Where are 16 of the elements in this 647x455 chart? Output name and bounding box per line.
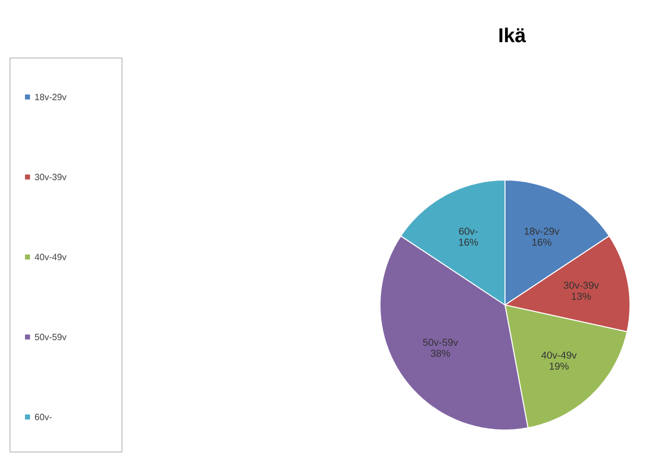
legend-label: 40v-49v — [34, 254, 67, 260]
slice-label: 18v-29v — [524, 228, 560, 235]
slice-label: 30v-39v — [564, 282, 599, 289]
data-label: 13% — [572, 292, 591, 300]
data-label: 38% — [430, 350, 450, 357]
legend-label: 50v-59v — [34, 334, 67, 340]
slice-label: 40v-49v — [541, 352, 577, 359]
data-label: 19% — [550, 362, 569, 370]
slice-label: 60v- — [459, 228, 478, 235]
legend-label: 30v-39v — [34, 174, 67, 180]
data-label: 16% — [459, 238, 478, 246]
data-label: 16% — [532, 238, 552, 246]
chart-title: Ikä — [499, 28, 526, 42]
slice-label: 50v-59v — [423, 338, 458, 346]
legend-label: 18v-29v — [35, 94, 67, 100]
legend-label: 60v- — [34, 414, 52, 420]
